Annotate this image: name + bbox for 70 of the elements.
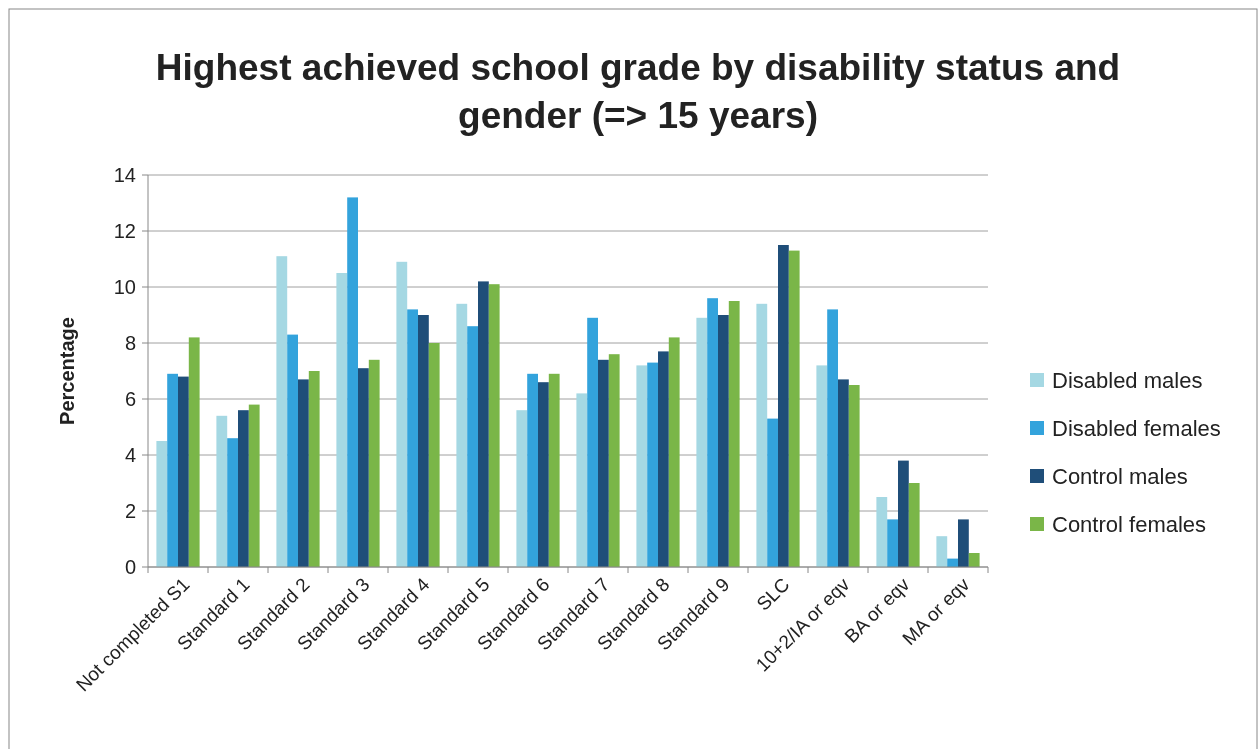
bar <box>968 553 980 567</box>
bar <box>636 365 648 567</box>
bar <box>827 309 838 567</box>
y-tick-label: 2 <box>124 500 136 522</box>
bar <box>396 261 408 567</box>
bar <box>788 250 800 567</box>
bar <box>178 376 189 567</box>
bar <box>696 317 708 567</box>
bar <box>876 497 888 567</box>
bar <box>767 418 778 567</box>
bar <box>298 379 309 567</box>
bar <box>407 309 418 567</box>
bar <box>668 337 680 567</box>
bar <box>347 197 358 567</box>
legend-label: Disabled females <box>1052 415 1221 441</box>
bar <box>308 371 320 567</box>
chart-title: Highest achieved school grade by disability status and gender (=> 15 years) <box>155 47 1121 136</box>
bar <box>576 393 588 567</box>
y-tick-label: 6 <box>124 388 136 410</box>
bar <box>276 256 288 567</box>
bar <box>368 359 380 567</box>
bar <box>238 410 249 567</box>
y-tick-label: 4 <box>124 444 136 466</box>
bar <box>156 441 168 567</box>
legend-label: Control males <box>1052 463 1188 489</box>
bar <box>936 536 948 567</box>
y-tick-label: 8 <box>124 332 136 354</box>
legend-label: Control females <box>1052 511 1207 537</box>
bar <box>478 281 489 567</box>
bar <box>887 519 898 567</box>
bar <box>467 326 478 567</box>
bar <box>958 519 969 567</box>
bar <box>598 359 609 567</box>
bar <box>167 373 178 567</box>
bar <box>358 368 369 567</box>
bar <box>756 303 768 567</box>
y-tick-label: 12 <box>113 220 136 242</box>
bar <box>728 301 740 567</box>
y-tick-label: 0 <box>124 556 136 578</box>
bar <box>778 245 789 567</box>
bar <box>587 317 598 567</box>
bar <box>188 337 200 567</box>
bar <box>898 460 909 567</box>
bar <box>848 385 860 567</box>
bar <box>718 315 729 567</box>
bar <box>287 334 298 567</box>
bar <box>488 284 500 567</box>
bar <box>707 298 718 567</box>
bar <box>608 354 620 567</box>
bar <box>418 315 429 567</box>
y-axis-title: Percentage <box>56 317 78 425</box>
bar <box>908 483 920 567</box>
bar <box>428 343 440 567</box>
bar <box>248 404 260 567</box>
legend-label: Disabled males <box>1052 367 1203 393</box>
bar <box>647 362 658 567</box>
bar <box>658 351 669 567</box>
bar <box>456 303 468 567</box>
y-tick-label: 14 <box>113 164 136 186</box>
bar <box>538 382 549 567</box>
bar <box>527 373 538 567</box>
bar <box>516 410 528 567</box>
bar <box>838 379 849 567</box>
bar <box>816 365 828 567</box>
bar <box>216 415 228 567</box>
bar <box>227 438 238 567</box>
x-tick-label: SLC <box>752 573 794 615</box>
bar <box>548 373 560 567</box>
y-tick-label: 10 <box>113 276 136 298</box>
bar <box>336 273 348 567</box>
